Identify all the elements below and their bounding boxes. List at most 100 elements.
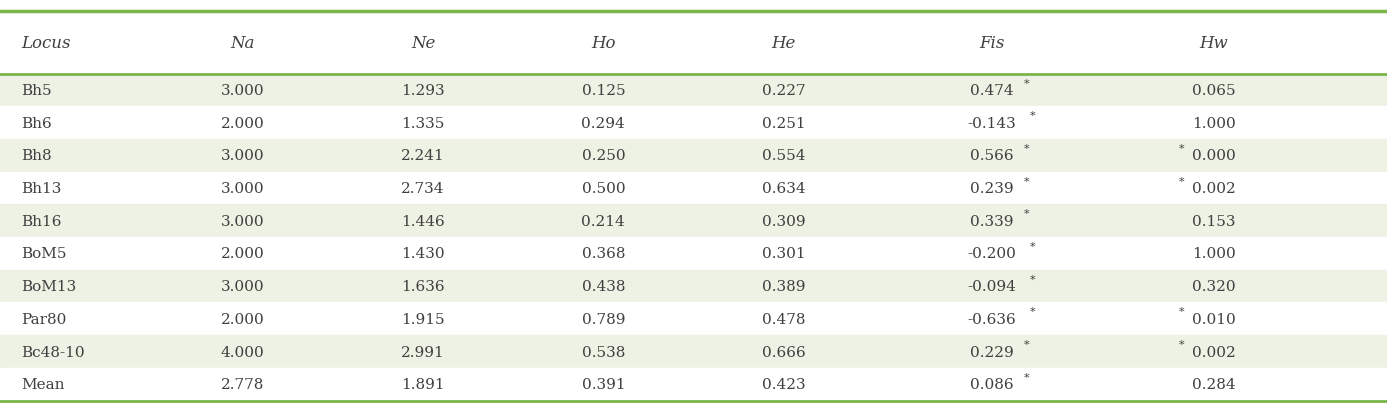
Text: 2.000: 2.000	[221, 312, 265, 326]
Text: 0.086: 0.086	[970, 377, 1014, 391]
Text: BoM5: BoM5	[21, 247, 67, 261]
Text: *: *	[1024, 339, 1029, 349]
Text: 2.778: 2.778	[221, 377, 265, 391]
Text: BoM13: BoM13	[21, 280, 76, 293]
Text: 3.000: 3.000	[221, 280, 265, 293]
Text: *: *	[1179, 339, 1184, 349]
Text: 3.000: 3.000	[221, 214, 265, 228]
Text: 0.554: 0.554	[761, 149, 806, 163]
Text: Bc48-10: Bc48-10	[21, 345, 85, 358]
Text: 1.891: 1.891	[401, 377, 445, 391]
Text: 0.227: 0.227	[761, 84, 806, 97]
Text: *: *	[1029, 111, 1035, 121]
Text: 0.010: 0.010	[1191, 312, 1236, 326]
Text: *: *	[1029, 241, 1035, 252]
Text: 0.214: 0.214	[581, 214, 626, 228]
Text: Na: Na	[230, 35, 255, 52]
Text: 0.391: 0.391	[581, 377, 626, 391]
Bar	[0, 107, 1387, 140]
Text: *: *	[1024, 372, 1029, 382]
Text: 4.000: 4.000	[221, 345, 265, 358]
Text: *: *	[1024, 209, 1029, 219]
Text: Par80: Par80	[21, 312, 67, 326]
Text: 1.446: 1.446	[401, 214, 445, 228]
Text: 0.634: 0.634	[761, 182, 806, 195]
Text: 0.002: 0.002	[1191, 345, 1236, 358]
Text: 0.423: 0.423	[761, 377, 806, 391]
Bar	[0, 205, 1387, 237]
Text: 0.284: 0.284	[1191, 377, 1236, 391]
Text: 0.239: 0.239	[970, 182, 1014, 195]
Text: 0.000: 0.000	[1191, 149, 1236, 163]
Text: 2.991: 2.991	[401, 345, 445, 358]
Text: Ne: Ne	[411, 35, 436, 52]
Bar	[0, 335, 1387, 368]
Text: 0.320: 0.320	[1191, 280, 1236, 293]
Text: Ho: Ho	[591, 35, 616, 52]
Text: 0.309: 0.309	[761, 214, 806, 228]
Bar	[0, 74, 1387, 107]
Text: 0.538: 0.538	[581, 345, 626, 358]
Text: 0.500: 0.500	[581, 182, 626, 195]
Text: 0.002: 0.002	[1191, 182, 1236, 195]
Text: 1.000: 1.000	[1191, 247, 1236, 261]
Text: 3.000: 3.000	[221, 182, 265, 195]
Text: 0.478: 0.478	[761, 312, 806, 326]
Text: *: *	[1029, 274, 1035, 284]
Bar	[0, 270, 1387, 303]
Bar	[0, 237, 1387, 270]
Text: Hw: Hw	[1200, 35, 1227, 52]
Text: *: *	[1024, 143, 1029, 154]
Text: 0.229: 0.229	[970, 345, 1014, 358]
Text: *: *	[1024, 176, 1029, 186]
Text: 0.789: 0.789	[581, 312, 626, 326]
Text: 0.153: 0.153	[1191, 214, 1236, 228]
Bar	[0, 12, 1387, 74]
Text: Fis: Fis	[979, 35, 1004, 52]
Text: 1.636: 1.636	[401, 280, 445, 293]
Text: Mean: Mean	[21, 377, 64, 391]
Text: 1.915: 1.915	[401, 312, 445, 326]
Text: 0.301: 0.301	[761, 247, 806, 261]
Text: *: *	[1179, 143, 1184, 154]
Text: 0.339: 0.339	[970, 214, 1014, 228]
Text: -0.094: -0.094	[967, 280, 1017, 293]
Text: 2.241: 2.241	[401, 149, 445, 163]
Text: 3.000: 3.000	[221, 84, 265, 97]
Text: -0.636: -0.636	[967, 312, 1017, 326]
Text: 0.566: 0.566	[970, 149, 1014, 163]
Bar	[0, 303, 1387, 335]
Text: Bh8: Bh8	[21, 149, 51, 163]
Text: 1.000: 1.000	[1191, 116, 1236, 130]
Text: He: He	[771, 35, 796, 52]
Text: 0.474: 0.474	[970, 84, 1014, 97]
Text: 1.335: 1.335	[401, 116, 445, 130]
Bar	[0, 368, 1387, 401]
Text: *: *	[1024, 78, 1029, 88]
Text: 0.368: 0.368	[581, 247, 626, 261]
Text: Bh5: Bh5	[21, 84, 51, 97]
Text: 0.250: 0.250	[581, 149, 626, 163]
Text: 0.438: 0.438	[581, 280, 626, 293]
Text: -0.200: -0.200	[967, 247, 1017, 261]
Text: *: *	[1029, 306, 1035, 317]
Text: 2.734: 2.734	[401, 182, 445, 195]
Text: Bh16: Bh16	[21, 214, 61, 228]
Text: Bh13: Bh13	[21, 182, 61, 195]
Text: Locus: Locus	[21, 35, 71, 52]
Text: 0.065: 0.065	[1191, 84, 1236, 97]
Text: 0.666: 0.666	[761, 345, 806, 358]
Text: -0.143: -0.143	[967, 116, 1017, 130]
Text: 1.430: 1.430	[401, 247, 445, 261]
Text: 2.000: 2.000	[221, 116, 265, 130]
Text: 0.125: 0.125	[581, 84, 626, 97]
Text: 2.000: 2.000	[221, 247, 265, 261]
Text: Bh6: Bh6	[21, 116, 51, 130]
Text: 0.294: 0.294	[581, 116, 626, 130]
Bar	[0, 172, 1387, 205]
Text: 0.389: 0.389	[761, 280, 806, 293]
Text: *: *	[1179, 176, 1184, 186]
Text: *: *	[1179, 306, 1184, 317]
Bar	[0, 140, 1387, 172]
Text: 0.251: 0.251	[761, 116, 806, 130]
